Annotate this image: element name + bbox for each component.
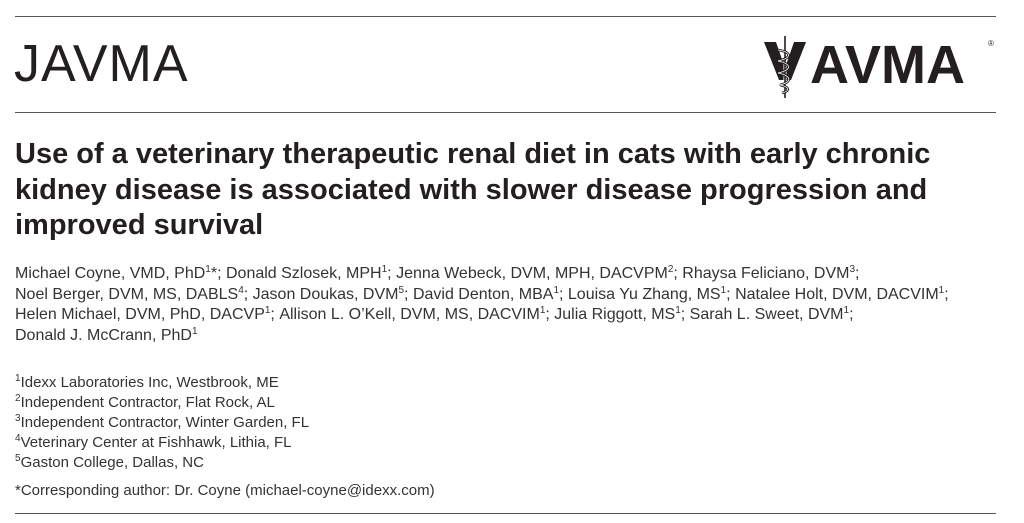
author: Allison L. O’Kell, DVM, MS, DACVIM1; <box>279 305 555 324</box>
affiliation-marker: 1 <box>264 305 271 317</box>
affiliation-number: 3 <box>15 413 21 424</box>
author-name: Louisa Yu Zhang, MS <box>567 285 721 303</box>
affiliation-item: 1Idexx Laboratories Inc, Westbrook, ME <box>15 373 715 393</box>
author-name: Julia Riggott, MS <box>554 306 676 324</box>
author-separator: ; <box>855 265 860 282</box>
avma-logo-text: AVMA <box>810 35 965 95</box>
author-separator: ; <box>726 285 736 303</box>
bottom-rule <box>15 513 996 514</box>
affiliation-text: Gaston College, Dallas, NC <box>20 454 204 471</box>
article-title: Use of a veterinary therapeutic renal di… <box>15 138 931 241</box>
top-rule <box>15 16 996 17</box>
author-name: Natalee Holt, DVM, DACVIM <box>735 285 939 303</box>
author-separator: ; <box>545 306 555 324</box>
author-name: Helen Michael, DVM, PhD, DACVP <box>15 306 265 324</box>
author-separator: ; <box>849 306 854 324</box>
affiliation-number: 2 <box>15 393 21 404</box>
author: Sarah L. Sweet, DVM1; <box>689 305 854 324</box>
author-name: David Denton, MBA <box>412 285 554 303</box>
affiliation-text: Idexx Laboratories Inc, Westbrook, ME <box>20 374 279 391</box>
caduceus-v-icon <box>764 36 806 98</box>
affiliation-marker: 2 <box>667 264 674 275</box>
header-rule <box>15 112 996 113</box>
affiliation-number: 1 <box>15 373 21 384</box>
author-separator: ; <box>680 306 690 324</box>
affiliation-marker: 1 <box>191 326 198 338</box>
author: Jenna Webeck, DVM, MPH, DACVPM2; <box>396 264 683 283</box>
author: Michael Coyne, VMD, PhD1*; <box>15 264 226 283</box>
affiliation-text: Independent Contractor, Flat Rock, AL <box>20 394 275 411</box>
affiliation-marker: 1 <box>675 305 681 317</box>
author: Helen Michael, DVM, PhD, DACVP1; <box>15 305 280 324</box>
affiliation-number: 5 <box>15 453 21 464</box>
affiliation-marker: 1 <box>539 305 546 317</box>
affiliation-marker: 5 <box>398 284 405 296</box>
author-name: Sarah L. Sweet, DVM <box>689 306 844 324</box>
journal-name: JAVMA <box>14 35 189 93</box>
corresponding-author[interactable]: *Corresponding author: Dr. Coyne (michae… <box>15 482 435 499</box>
registered-mark: ® <box>988 39 994 48</box>
author-name: Allison L. O’Kell, DVM, MS, DACVIM <box>279 306 540 324</box>
affiliation-item: 3Independent Contractor, Winter Garden, … <box>15 413 715 433</box>
author-name: Donald J. McCrann, PhD <box>15 327 192 345</box>
author-separator: ; <box>673 265 683 282</box>
affiliation-number: 4 <box>15 433 21 444</box>
author: Noel Berger, DVM, MS, DABLS4; <box>15 284 253 303</box>
affiliation-item: 4Veterinary Center at Fishhawk, Lithia, … <box>15 433 715 453</box>
author-separator: ; <box>387 265 397 282</box>
author: Natalee Holt, DVM, DACVIM1; <box>735 284 949 303</box>
author-separator: ; <box>243 285 253 303</box>
affiliation-marker: 1 <box>381 264 388 275</box>
author-name: Donald Szlosek, MPH <box>225 265 382 282</box>
affiliation-marker: 1 <box>205 264 211 275</box>
author-name: Rhaysa Feliciano, DVM <box>682 265 850 282</box>
author: David Denton, MBA1; <box>412 284 568 303</box>
author-name: Noel Berger, DVM, MS, DABLS <box>15 285 239 303</box>
affiliation-marker: 1 <box>938 284 945 296</box>
author-separator: ; <box>559 285 568 303</box>
affiliation-marker: 4 <box>238 284 244 296</box>
affiliation-item: 2Independent Contractor, Flat Rock, AL <box>15 393 715 413</box>
corresponding-marker: * <box>210 265 218 282</box>
affiliation-list: 1Idexx Laboratories Inc, Westbrook, ME 2I… <box>15 373 715 473</box>
affiliation-item: 5Gaston College, Dallas, NC <box>15 453 715 473</box>
author-separator: ; <box>217 265 226 282</box>
author: Jason Doukas, DVM5; <box>252 284 413 303</box>
affiliation-marker: 1 <box>720 284 727 296</box>
author-list: Michael Coyne, VMD, PhD1*; Donald Szlose… <box>15 264 1005 347</box>
author: Donald J. McCrann, PhD1 <box>15 326 198 345</box>
author-separator: ; <box>944 285 949 303</box>
author: Julia Riggott, MS1; <box>554 305 690 324</box>
affiliation-text: Veterinary Center at Fishhawk, Lithia, F… <box>20 434 292 451</box>
author-name: Michael Coyne, VMD, PhD <box>15 265 206 282</box>
author: Rhaysa Feliciano, DVM3; <box>682 264 860 283</box>
affiliation-text: Independent Contractor, Winter Garden, F… <box>20 414 310 431</box>
affiliation-marker: 1 <box>843 305 850 317</box>
author-separator: ; <box>404 285 413 303</box>
author-name: Jenna Webeck, DVM, MPH, DACVPM <box>396 265 668 282</box>
author: Donald Szlosek, MPH1; <box>225 264 397 283</box>
author: Louisa Yu Zhang, MS1; <box>567 284 736 303</box>
author-separator: ; <box>270 306 280 324</box>
author-name: Jason Doukas, DVM <box>252 285 399 303</box>
affiliation-marker: 3 <box>849 264 856 275</box>
affiliation-marker: 1 <box>553 284 560 296</box>
